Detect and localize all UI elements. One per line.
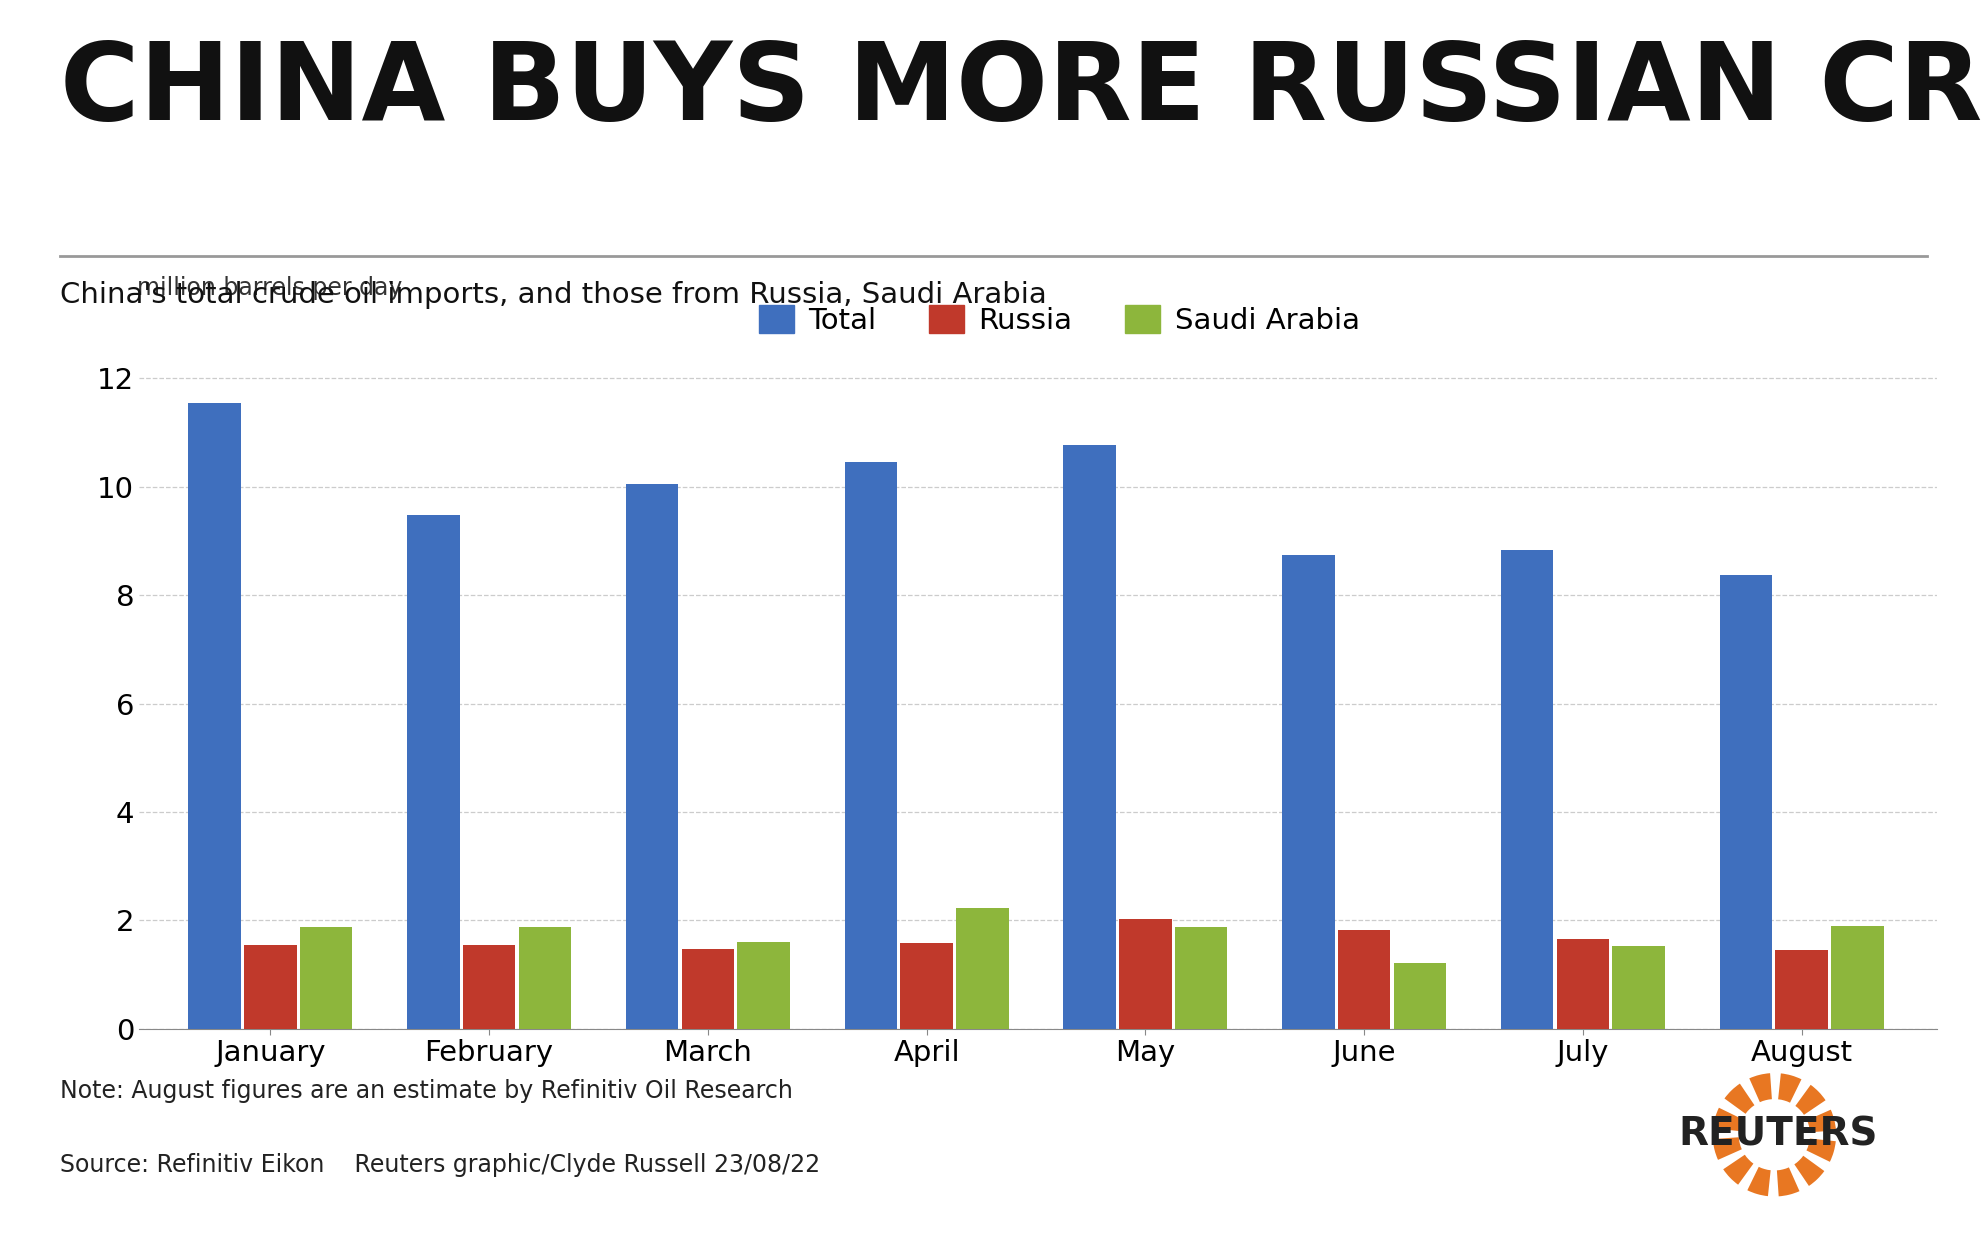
Wedge shape <box>1778 1074 1802 1102</box>
Bar <box>1776 950 1828 1029</box>
Bar <box>1174 928 1228 1029</box>
Bar <box>1556 939 1609 1029</box>
Wedge shape <box>1776 1167 1800 1196</box>
Wedge shape <box>1806 1139 1836 1162</box>
Bar <box>1719 575 1772 1029</box>
Bar <box>1063 444 1117 1029</box>
Bar <box>407 515 459 1029</box>
Bar <box>244 945 296 1029</box>
Wedge shape <box>1725 1084 1755 1114</box>
Bar <box>189 403 240 1029</box>
Bar <box>900 943 954 1029</box>
Wedge shape <box>1713 1107 1743 1131</box>
Bar <box>1337 930 1391 1029</box>
Bar <box>956 909 1009 1029</box>
Bar <box>1500 550 1554 1029</box>
Bar <box>1832 925 1884 1029</box>
Bar <box>1282 555 1335 1029</box>
Bar <box>737 941 791 1029</box>
Text: Source: Refinitiv Eikon    Reuters graphic/Clyde Russell 23/08/22: Source: Refinitiv Eikon Reuters graphic/… <box>60 1153 821 1177</box>
Bar <box>519 928 570 1029</box>
Text: REUTERS: REUTERS <box>1679 1116 1878 1153</box>
Wedge shape <box>1723 1155 1753 1185</box>
Bar <box>463 945 515 1029</box>
Wedge shape <box>1794 1156 1824 1186</box>
Legend: Total, Russia, Saudi Arabia: Total, Russia, Saudi Arabia <box>747 293 1371 347</box>
Wedge shape <box>1747 1167 1770 1196</box>
Bar <box>682 949 733 1029</box>
Text: million barrels per day: million barrels per day <box>137 276 403 299</box>
Bar <box>1119 919 1172 1029</box>
Bar <box>300 928 352 1029</box>
Wedge shape <box>1806 1110 1836 1132</box>
Text: CHINA BUYS MORE RUSSIAN CRUDE: CHINA BUYS MORE RUSSIAN CRUDE <box>60 37 1987 143</box>
Bar <box>626 484 678 1029</box>
Bar <box>1393 963 1447 1029</box>
Wedge shape <box>1713 1137 1743 1160</box>
Wedge shape <box>1749 1074 1772 1102</box>
Text: China's total crude oil imports, and those from Russia, Saudi Arabia: China's total crude oil imports, and tho… <box>60 281 1047 308</box>
Wedge shape <box>1796 1085 1826 1115</box>
Text: Note: August figures are an estimate by Refinitiv Oil Research: Note: August figures are an estimate by … <box>60 1079 793 1102</box>
Bar <box>844 463 896 1029</box>
Bar <box>1613 946 1665 1029</box>
